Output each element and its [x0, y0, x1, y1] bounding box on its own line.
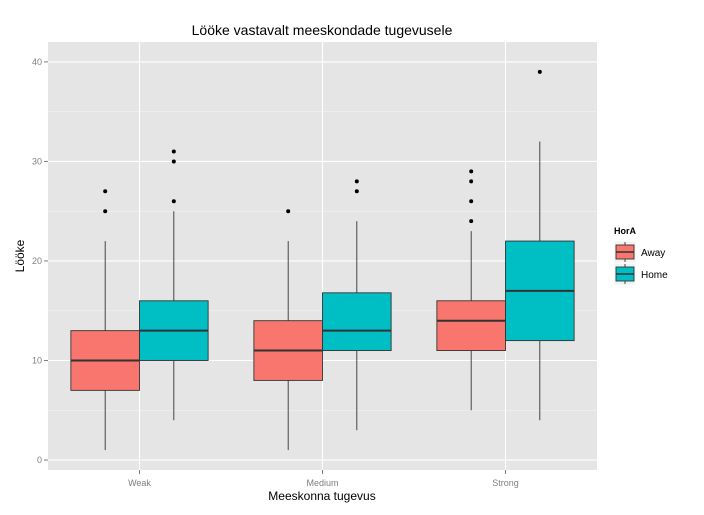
outlier-point — [537, 69, 542, 74]
legend-item-away: Away — [613, 240, 665, 264]
outlier-point — [286, 209, 291, 214]
y-tick-label: 0 — [37, 455, 42, 465]
x-axis: Weak Medium Strong — [128, 470, 519, 488]
x-axis-title: Meeskonna tugevus — [268, 489, 375, 503]
y-axis: 0 10 20 30 40 — [32, 57, 48, 465]
outlier-point — [103, 209, 108, 214]
y-tick-label: 20 — [32, 256, 42, 266]
y-axis-title: Lööke — [13, 239, 27, 272]
box-home-medium — [322, 179, 392, 431]
legend: HorA Away Home — [613, 226, 668, 286]
x-tick-label: Weak — [128, 478, 151, 488]
legend-label: Away — [641, 248, 665, 259]
outlier-point — [354, 189, 359, 194]
outlier-point — [469, 199, 474, 204]
legend-title: HorA — [614, 226, 636, 236]
box-home-weak — [139, 149, 209, 421]
outlier-point — [469, 219, 474, 224]
legend-label: Home — [641, 270, 668, 281]
box-body — [436, 300, 506, 352]
outlier-point — [469, 169, 474, 174]
outlier-point — [354, 179, 359, 184]
outlier-point — [171, 159, 176, 164]
outlier-point — [469, 179, 474, 184]
y-tick-label: 10 — [32, 356, 42, 366]
x-tick-label: Strong — [492, 478, 519, 488]
outlier-point — [171, 199, 176, 204]
boxes-layer — [70, 69, 575, 451]
y-tick-label: 40 — [32, 57, 42, 67]
box-home-strong — [505, 69, 575, 421]
chart-title: Lööke vastavalt meeskondade tugevusele — [192, 22, 453, 38]
legend-item-home: Home — [613, 262, 668, 286]
outlier-point — [171, 149, 176, 154]
outlier-point — [103, 189, 108, 194]
box-away-medium — [253, 209, 323, 451]
y-tick-label: 30 — [32, 156, 42, 166]
box-away-weak — [70, 189, 140, 451]
box-away-strong — [436, 169, 506, 411]
x-tick-label: Medium — [306, 478, 338, 488]
box-body — [322, 292, 392, 352]
